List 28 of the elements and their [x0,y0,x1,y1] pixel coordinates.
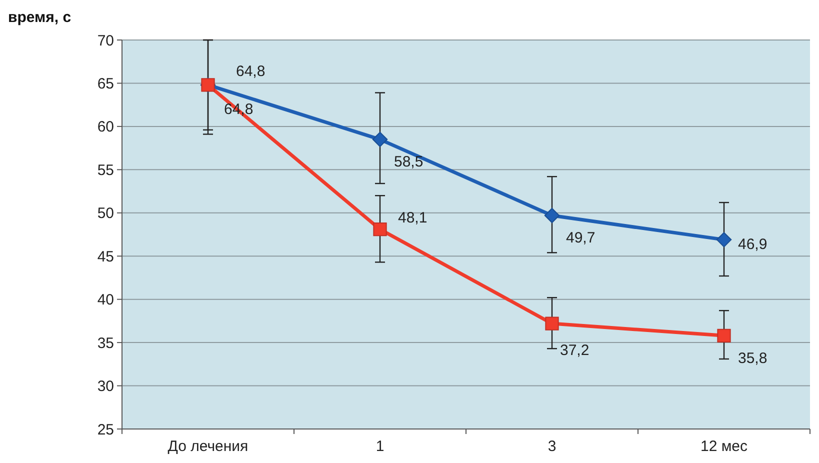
data-label: 48,1 [398,210,428,227]
y-tick-label: 30 [97,378,114,396]
x-tick-label: 12 мес [700,438,748,455]
y-tick-label: 25 [97,421,114,438]
y-tick-label: 45 [97,248,114,266]
data-label: 35,8 [738,350,768,367]
point [545,316,559,330]
point [716,232,732,248]
x-tick-label: До лечения [168,438,248,455]
x-tick-label: 1 [376,438,384,455]
y-axis-title: время, с [8,9,72,26]
y-tick-label: 55 [97,162,114,179]
y-tick-label: 70 [97,32,114,50]
x-tick-label: 3 [548,438,556,455]
point [372,132,388,148]
data-label: 37,2 [560,342,590,359]
point [717,328,731,342]
data-label: 58,5 [394,154,424,171]
y-tick-label: 50 [97,205,114,222]
point [373,222,387,236]
data-label: 64,8 [236,63,266,80]
y-tick-label: 65 [97,75,114,92]
y-tick-label: 40 [97,292,114,309]
point [544,208,560,224]
y-tick-label: 60 [97,118,114,136]
y-tick-label: 35 [97,334,114,352]
data-label: 46,9 [738,236,768,253]
data-label: 49,7 [566,230,596,247]
